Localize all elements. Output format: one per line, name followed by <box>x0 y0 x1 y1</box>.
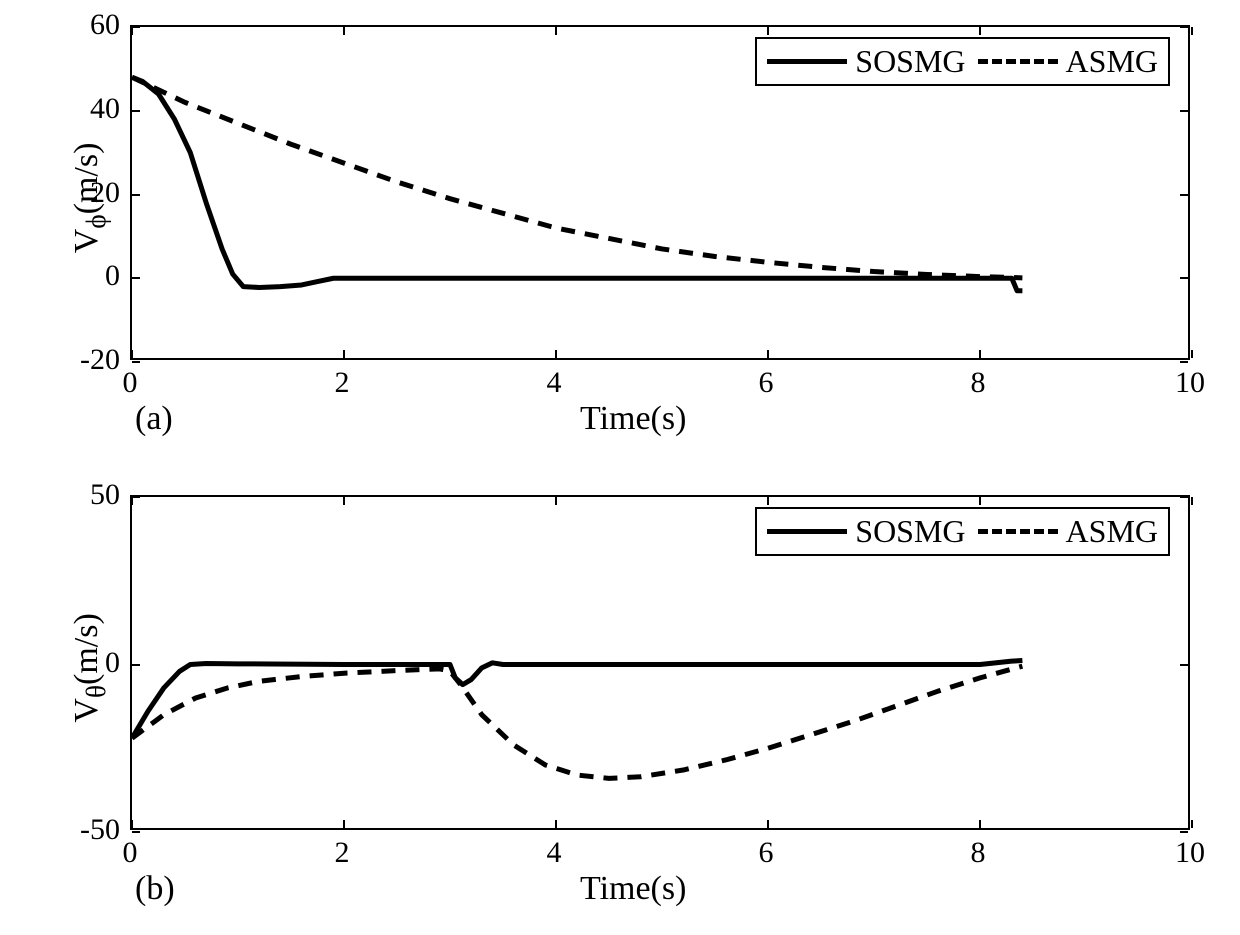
xtick <box>343 350 345 358</box>
xtick <box>1191 27 1193 35</box>
xtick <box>555 820 557 828</box>
legend-line-sample <box>767 529 847 534</box>
ytick <box>1180 361 1188 363</box>
xtick <box>979 497 981 505</box>
xtick <box>1191 497 1193 505</box>
legend-line-sample <box>767 59 847 64</box>
series-asmg <box>132 666 1022 778</box>
ytick <box>132 277 140 279</box>
ytick <box>1180 26 1188 28</box>
ytick <box>132 361 140 363</box>
ytick <box>1180 277 1188 279</box>
xtick <box>343 27 345 35</box>
panel-a-xlabel: Time(s) <box>580 400 686 438</box>
xtick <box>555 27 557 35</box>
xtick-label: 10 <box>1160 366 1220 400</box>
xtick <box>131 350 133 358</box>
xtick <box>343 820 345 828</box>
legend-label: ASMG <box>1066 513 1158 550</box>
ytick <box>132 26 140 28</box>
xtick <box>979 350 981 358</box>
xtick <box>767 27 769 35</box>
ytick-label: -50 <box>60 813 120 847</box>
legend-label: SOSMG <box>855 43 965 80</box>
legend-item: SOSMG <box>767 513 965 550</box>
xtick <box>767 350 769 358</box>
xtick <box>555 497 557 505</box>
xtick <box>767 820 769 828</box>
ytick <box>1180 664 1188 666</box>
series-sosmg <box>132 77 1022 291</box>
legend: SOSMG ASMG <box>755 37 1170 86</box>
panel-b-letter: (b) <box>135 870 175 908</box>
ytick-label: 60 <box>60 8 120 42</box>
xtick-label: 6 <box>736 366 796 400</box>
xtick-label: 6 <box>736 836 796 870</box>
ytick <box>132 496 140 498</box>
xtick-label: 2 <box>312 366 372 400</box>
legend-item: ASMG <box>978 43 1158 80</box>
panel-a-letter: (a) <box>135 400 173 438</box>
legend-item: ASMG <box>978 513 1158 550</box>
panel-b-xlabel: Time(s) <box>580 870 686 908</box>
ytick-label: 40 <box>60 92 120 126</box>
ytick-label: 50 <box>60 478 120 512</box>
xtick <box>979 820 981 828</box>
xtick <box>555 350 557 358</box>
xtick <box>131 820 133 828</box>
ytick <box>132 664 140 666</box>
xtick <box>979 27 981 35</box>
legend-label: ASMG <box>1066 43 1158 80</box>
ytick <box>1180 831 1188 833</box>
legend-label: SOSMG <box>855 513 965 550</box>
xtick <box>131 27 133 35</box>
series-asmg <box>132 77 1022 278</box>
xtick-label: 2 <box>312 836 372 870</box>
ytick-label: -20 <box>60 343 120 377</box>
xtick <box>1191 820 1193 828</box>
ytick-label: 0 <box>60 259 120 293</box>
ytick <box>132 831 140 833</box>
xtick-label: 4 <box>524 366 584 400</box>
xtick <box>1191 350 1193 358</box>
ytick <box>1180 496 1188 498</box>
ytick-label: 20 <box>60 176 120 210</box>
ytick <box>1180 110 1188 112</box>
legend-item: SOSMG <box>767 43 965 80</box>
ytick <box>132 194 140 196</box>
ytick <box>132 110 140 112</box>
xtick-label: 4 <box>524 836 584 870</box>
xtick-label: 10 <box>1160 836 1220 870</box>
series-sosmg <box>132 660 1022 738</box>
legend-line-sample <box>978 529 1058 534</box>
xtick-label: 8 <box>948 366 1008 400</box>
xtick <box>131 497 133 505</box>
ytick-label: 0 <box>60 646 120 680</box>
xtick <box>343 497 345 505</box>
legend: SOSMG ASMG <box>755 507 1170 556</box>
xtick <box>767 497 769 505</box>
xtick-label: 8 <box>948 836 1008 870</box>
ytick <box>1180 194 1188 196</box>
legend-line-sample <box>978 59 1058 64</box>
